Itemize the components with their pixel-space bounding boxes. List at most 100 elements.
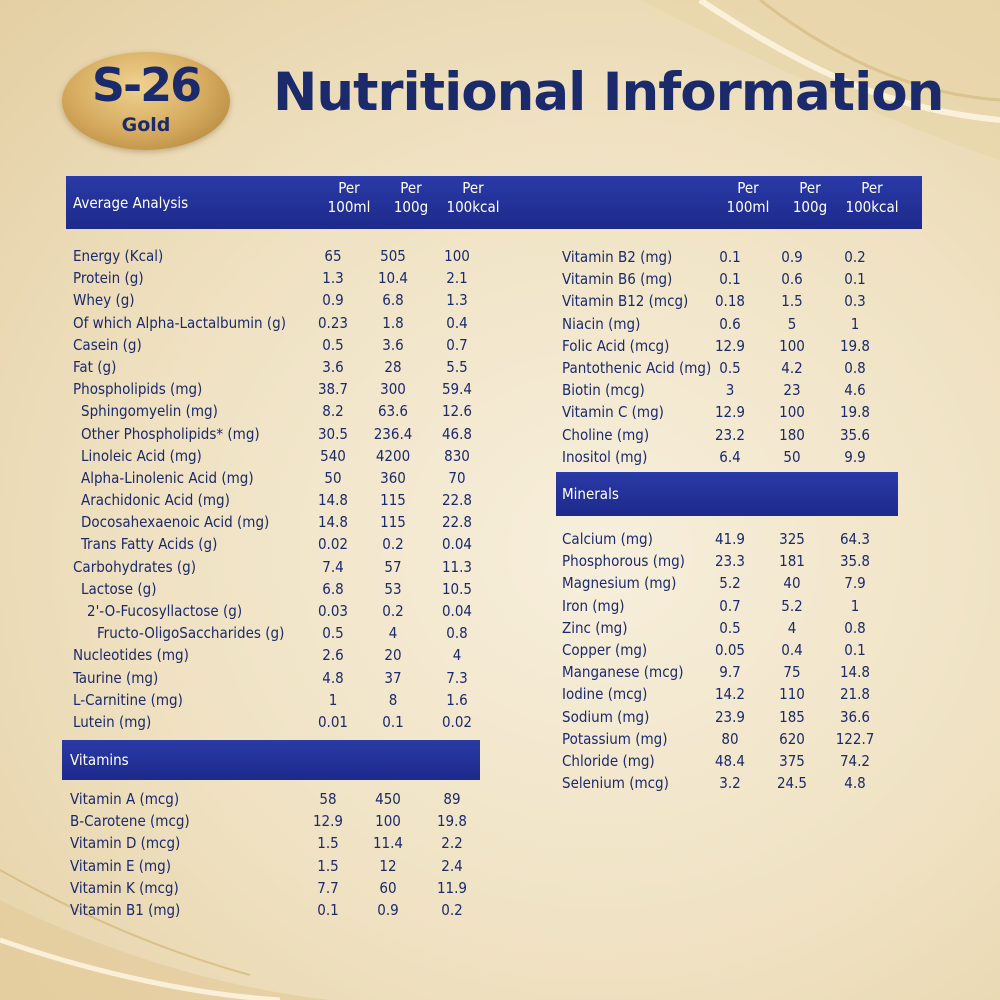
value-per-100kcal: 9.9	[844, 447, 866, 466]
nutrient-name: Carbohydrates (g)	[73, 557, 196, 576]
minerals-header-bar: Minerals	[556, 472, 898, 516]
brand-logo-subtext: Gold	[121, 114, 171, 136]
value-per-100g: 8	[388, 690, 398, 709]
value-per-100kcal: 0.8	[446, 624, 468, 643]
value-per-100g: 0.2	[382, 602, 404, 620]
table-row: Casein (g) 0.5 3.6 0.7	[73, 334, 493, 356]
value-per-100ml: 12.9	[714, 336, 746, 355]
table-row: Pantothenic Acid (mg) 0.5 4.2 0.8	[562, 357, 922, 379]
vitamins-table-right: Vitamin B2 (mg) 0.1 0.9 0.2 Vitamin B6 (mg) 0…	[562, 246, 922, 468]
value-per-100ml: 0.6	[719, 314, 741, 333]
value-per-100ml: 58	[319, 790, 337, 808]
value-per-100ml: 23.3	[714, 552, 746, 571]
brand-logo-text: S-26	[91, 58, 202, 112]
value-per-100g: 75	[783, 663, 801, 682]
value-per-100ml: 14.2	[714, 685, 746, 704]
value-per-100ml: 3	[725, 381, 735, 400]
value-per-100kcal: 1	[850, 596, 860, 615]
nutrient-name: Trans Fatty Acids (g)	[81, 535, 218, 554]
nutrient-name: Iron (mg)	[562, 596, 625, 615]
value-per-100g: 4	[787, 618, 797, 637]
nutrient-name: Biotin (mcg)	[562, 381, 645, 400]
nutrient-name: Lutein (mg)	[73, 712, 152, 731]
value-per-100g: 0.1	[382, 712, 404, 731]
table-row: Vitamin B1 (mg) 0.1 0.9 0.2	[70, 899, 490, 921]
table-row: Vitamin C (mg) 12.9 100 19.8	[562, 401, 922, 423]
column-header-per-100ml: Per 100ml	[327, 179, 371, 216]
value-per-100ml: 1	[328, 690, 338, 709]
table-row: Choline (mg) 23.2 180 35.6	[562, 424, 922, 446]
value-per-100kcal: 4.8	[844, 774, 866, 793]
table-row: Potassium (mg) 80 620 122.7	[562, 728, 922, 750]
value-per-100g: 325	[779, 530, 805, 548]
table-row: Vitamin D (mcg) 1.5 11.4 2.2	[70, 832, 490, 854]
value-per-100kcal: 22.8	[441, 491, 473, 510]
table-row: Protein (g) 1.3 10.4 2.1	[73, 267, 493, 289]
value-per-100ml: 5.2	[719, 574, 741, 593]
value-per-100kcal: 12.6	[441, 402, 473, 421]
value-per-100ml: 23.9	[714, 707, 746, 726]
value-per-100kcal: 19.8	[436, 812, 468, 831]
value-per-100ml: 65	[324, 247, 342, 265]
table-row: Fat (g) 3.6 28 5.5	[73, 356, 493, 378]
column-header-per-100g-right: Per 100g	[792, 179, 828, 216]
value-per-100kcal: 0.1	[844, 270, 866, 289]
nutrient-name: Nucleotides (mg)	[73, 646, 189, 665]
table-row: Phospholipids (mg) 38.7 300 59.4	[73, 378, 493, 400]
value-per-100kcal: 2.4	[441, 856, 463, 875]
value-per-100kcal: 35.8	[839, 552, 871, 571]
nutrient-name: Energy (Kcal)	[73, 247, 164, 265]
nutrient-name: Zinc (mg)	[562, 618, 628, 637]
value-per-100ml: 38.7	[317, 380, 349, 399]
value-per-100ml: 7.7	[317, 878, 339, 897]
nutrient-name: Chloride (mg)	[562, 751, 655, 770]
table-row: Other Phospholipids* (mg) 30.5 236.4 46.8	[73, 423, 493, 445]
value-per-100ml: 540	[320, 446, 346, 465]
value-per-100ml: 3.6	[322, 357, 344, 376]
column-header-per-100kcal: Per 100kcal	[446, 179, 500, 216]
value-per-100ml: 0.5	[719, 618, 741, 637]
value-per-100g: 450	[375, 790, 401, 808]
table-row: Selenium (mcg) 3.2 24.5 4.8	[562, 772, 922, 794]
value-per-100kcal: 11.9	[436, 878, 468, 897]
value-per-100ml: 0.5	[719, 358, 741, 377]
value-per-100g: 40	[783, 574, 801, 593]
nutrient-name: Sodium (mg)	[562, 707, 650, 726]
value-per-100g: 181	[779, 552, 805, 571]
value-per-100g: 4.2	[781, 358, 803, 377]
nutrient-name: Iodine (mcg)	[562, 685, 648, 704]
value-per-100kcal: 0.04	[441, 602, 473, 620]
value-per-100kcal: 89	[443, 790, 461, 808]
value-per-100ml: 1.3	[322, 269, 344, 288]
value-per-100g: 0.9	[377, 900, 399, 919]
value-per-100ml: 50	[324, 468, 342, 487]
value-per-100kcal: 0.3	[844, 292, 866, 311]
value-per-100kcal: 5.5	[446, 357, 468, 376]
nutrient-name: Folic Acid (mcg)	[562, 336, 670, 355]
value-per-100kcal: 1.3	[446, 291, 468, 310]
nutrient-name: Fructo-OligoSaccharides (g)	[97, 624, 285, 643]
value-per-100g: 620	[779, 729, 805, 748]
nutrient-name: Arachidonic Acid (mg)	[81, 491, 230, 510]
value-per-100g: 0.2	[382, 535, 404, 554]
value-per-100kcal: 2.2	[441, 834, 463, 853]
table-row: Vitamin K (mcg) 7.7 60 11.9	[70, 877, 490, 899]
value-per-100ml: 0.03	[317, 602, 349, 620]
value-per-100ml: 1.5	[317, 856, 339, 875]
vitamins-table-left: Vitamin A (mcg) 58 450 89 B-Carotene (mcg) 12…	[70, 788, 490, 921]
value-per-100g: 110	[779, 685, 805, 704]
value-per-100g: 185	[779, 707, 805, 726]
nutrient-name: Taurine (mg)	[73, 668, 159, 687]
value-per-100g: 10.4	[377, 269, 409, 288]
average-analysis-header: Average Analysis	[73, 194, 189, 212]
value-per-100kcal: 7.9	[844, 574, 866, 593]
nutrient-name: Selenium (mcg)	[562, 774, 669, 793]
value-per-100g: 4	[388, 624, 398, 643]
nutrient-name: Copper (mg)	[562, 640, 648, 659]
nutrient-name: Casein (g)	[73, 335, 142, 354]
nutrient-name: Vitamin K (mcg)	[70, 878, 179, 897]
table-row: L-Carnitine (mg) 1 8 1.6	[73, 689, 493, 711]
table-row: Vitamin B6 (mg) 0.1 0.6 0.1	[562, 268, 922, 290]
vitamins-header: Vitamins	[70, 751, 129, 769]
